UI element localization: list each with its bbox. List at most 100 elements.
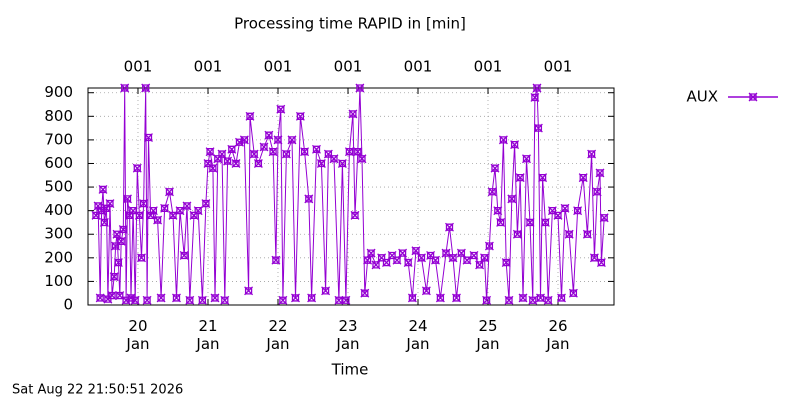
y-tick-label: 100 bbox=[44, 272, 73, 290]
data-point bbox=[543, 295, 553, 305]
data-point bbox=[185, 295, 195, 305]
data-point bbox=[210, 293, 220, 303]
data-point bbox=[276, 104, 286, 114]
data-point bbox=[536, 293, 545, 303]
data-point bbox=[142, 295, 152, 305]
data-point bbox=[456, 248, 466, 258]
data-point bbox=[599, 213, 609, 223]
data-point bbox=[366, 248, 376, 258]
data-point bbox=[475, 260, 485, 270]
data-point bbox=[141, 83, 151, 93]
data-point bbox=[589, 253, 599, 263]
data-point bbox=[160, 203, 170, 213]
data-point bbox=[172, 293, 181, 303]
data-point bbox=[501, 258, 511, 268]
data-point bbox=[507, 194, 517, 204]
data-point bbox=[532, 83, 542, 93]
data-point bbox=[363, 255, 373, 265]
data-point bbox=[441, 248, 451, 258]
data-point bbox=[95, 293, 105, 303]
data-point bbox=[130, 295, 140, 305]
data-point bbox=[307, 293, 317, 303]
data-point bbox=[595, 168, 605, 178]
x-tick-label: 22 Jan bbox=[265, 317, 289, 353]
data-point bbox=[578, 173, 588, 183]
x-tick-label: 24 Jan bbox=[405, 317, 429, 353]
data-point bbox=[245, 111, 255, 121]
data-point bbox=[445, 222, 454, 232]
legend-marker bbox=[748, 92, 758, 102]
data-point bbox=[179, 251, 189, 260]
data-point bbox=[560, 203, 570, 213]
data-point bbox=[553, 210, 563, 220]
x-tick-label: 25 Jan bbox=[475, 317, 499, 353]
data-point bbox=[403, 258, 413, 268]
data-point bbox=[300, 147, 310, 157]
data-point bbox=[156, 293, 166, 303]
data-point bbox=[107, 291, 117, 301]
data-point bbox=[249, 149, 259, 159]
plot-frame bbox=[87, 87, 615, 306]
x2-tick-label: 001 bbox=[544, 58, 573, 76]
data-point bbox=[312, 144, 321, 154]
data-point bbox=[201, 199, 211, 209]
data-point bbox=[435, 293, 445, 303]
data-point bbox=[137, 253, 146, 263]
data-point bbox=[316, 159, 326, 168]
data-point bbox=[123, 194, 132, 204]
data-point bbox=[220, 295, 230, 305]
y-tick-label: 500 bbox=[44, 178, 73, 196]
data-point bbox=[168, 210, 178, 220]
data-point bbox=[97, 206, 107, 216]
data-point bbox=[522, 154, 531, 164]
data-point bbox=[321, 286, 331, 296]
y-tick-label: 600 bbox=[44, 154, 73, 172]
data-point bbox=[205, 147, 215, 157]
data-point bbox=[227, 144, 237, 154]
data-point bbox=[271, 255, 281, 265]
y-tick-label: 800 bbox=[44, 107, 73, 125]
data-point bbox=[348, 109, 358, 119]
data-point bbox=[337, 159, 347, 168]
data-point bbox=[448, 253, 458, 263]
y-tick-label: 0 bbox=[63, 296, 73, 314]
data-point bbox=[344, 147, 354, 157]
data-point bbox=[504, 295, 514, 305]
data-point bbox=[291, 293, 300, 303]
data-point bbox=[355, 83, 365, 93]
data-point bbox=[493, 206, 503, 216]
x-tick-label: 21 Jan bbox=[195, 317, 219, 353]
data-point bbox=[587, 149, 597, 159]
y-tick-label: 200 bbox=[44, 248, 73, 266]
data-point bbox=[528, 295, 538, 305]
data-point bbox=[304, 194, 314, 204]
data-point bbox=[462, 255, 472, 265]
data-point bbox=[490, 163, 500, 173]
data-point bbox=[193, 206, 203, 216]
data-point bbox=[239, 135, 249, 145]
data-point bbox=[268, 147, 278, 157]
x-axis-label: Time bbox=[331, 361, 369, 379]
data-point bbox=[360, 288, 370, 298]
data-point bbox=[353, 147, 363, 157]
data-point bbox=[153, 215, 163, 225]
data-point bbox=[132, 163, 142, 173]
data-point bbox=[259, 142, 269, 152]
data-point bbox=[235, 137, 244, 147]
data-point bbox=[105, 199, 115, 209]
x-tick-label: 26 Jan bbox=[545, 317, 569, 353]
x2-tick-label: 001 bbox=[404, 58, 433, 76]
data-point bbox=[411, 246, 421, 256]
data-point bbox=[452, 293, 461, 303]
data-point bbox=[99, 217, 109, 227]
data-point bbox=[392, 255, 402, 265]
data-point bbox=[98, 184, 108, 194]
data-point bbox=[525, 217, 535, 227]
data-point bbox=[417, 253, 426, 263]
data-point bbox=[148, 206, 158, 216]
data-point bbox=[350, 210, 360, 220]
data-point bbox=[295, 111, 305, 121]
x2-tick-label: 001 bbox=[474, 58, 503, 76]
series-line bbox=[95, 87, 605, 301]
